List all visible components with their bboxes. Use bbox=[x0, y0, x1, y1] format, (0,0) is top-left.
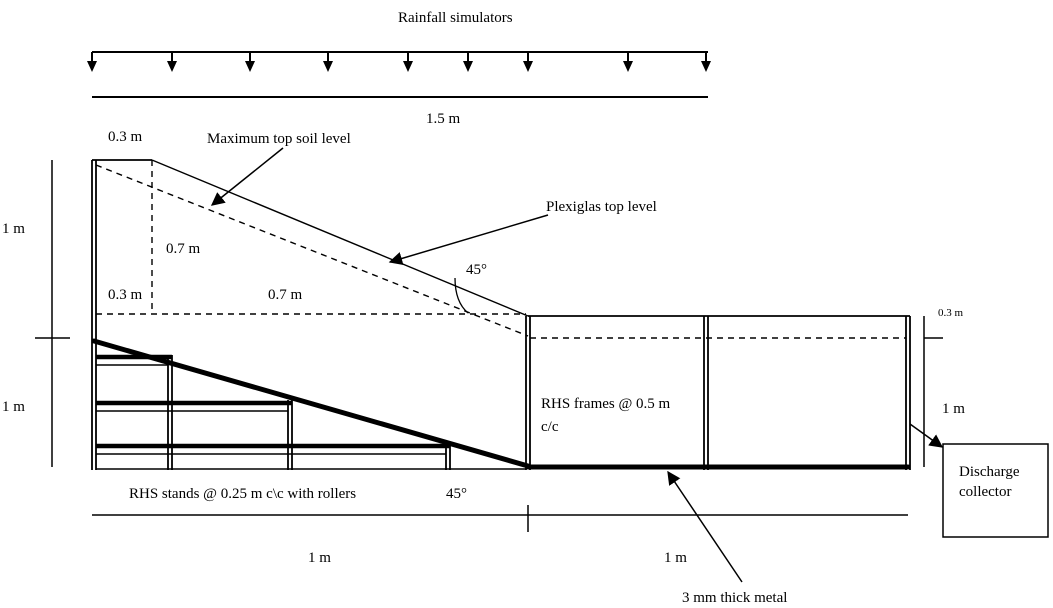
angle-arc bbox=[454, 277, 469, 314]
discharge-collector-box bbox=[942, 443, 1049, 538]
discharge-arrow bbox=[909, 423, 944, 448]
metal-label: 3 mm thick metal bbox=[682, 590, 787, 606]
angle-45-lower-label: 45° bbox=[446, 486, 467, 502]
plexiglas-top-label: Plexiglas top level bbox=[546, 199, 657, 215]
depth-0-7m-label: 0.7 m bbox=[166, 241, 201, 257]
span-1-5m-label: 1.5 m bbox=[426, 111, 461, 127]
discharge-label-2: collector bbox=[959, 484, 1011, 500]
rainfall-nozzle-arrow bbox=[701, 52, 711, 72]
rainfall-nozzle-arrow bbox=[463, 52, 473, 72]
bottom-right-1m-label: 1 m bbox=[664, 550, 687, 566]
rhs-stands-label: RHS stands @ 0.25 m c\c with rollers bbox=[129, 486, 356, 502]
left-upper-1m-label: 1 m bbox=[2, 221, 25, 237]
rhs-stands bbox=[96, 354, 526, 470]
rhs-frames-label-1: RHS frames @ 0.5 m bbox=[541, 396, 671, 412]
soil-level-dashed-lines bbox=[95, 160, 906, 339]
left-lower-1m-label: 1 m bbox=[2, 399, 25, 415]
inner-width-0-3m-label: 0.3 m bbox=[108, 287, 143, 303]
bottom-metal-sheet bbox=[91, 338, 911, 470]
bottom-left-1m-label: 1 m bbox=[308, 550, 331, 566]
rainfall-nozzle-arrow bbox=[403, 52, 413, 72]
max-top-soil-label: Maximum top soil level bbox=[207, 131, 351, 147]
rhs-frames-label-2: c/c bbox=[541, 419, 559, 435]
rainfall-simulator-nozzles bbox=[87, 52, 711, 72]
leader-arrows bbox=[210, 147, 944, 583]
rainfall-nozzle-arrow bbox=[523, 52, 533, 72]
rainfall-nozzle-arrow bbox=[167, 52, 177, 72]
rainfall-simulators-label: Rainfall simulators bbox=[398, 10, 513, 26]
max-top-soil-arrow bbox=[210, 147, 284, 206]
rainfall-nozzle-arrow bbox=[87, 52, 97, 72]
right-1m-label: 1 m bbox=[942, 401, 965, 417]
discharge-label-1: Discharge bbox=[959, 464, 1020, 480]
metal-arrow bbox=[667, 470, 743, 583]
top-width-0-3m-label: 0.3 m bbox=[108, 129, 143, 145]
flume-outline bbox=[91, 159, 911, 470]
rainfall-nozzle-arrow bbox=[623, 52, 633, 72]
rainfall-nozzle-arrow bbox=[245, 52, 255, 72]
inner-width-0-7m-label: 0.7 m bbox=[268, 287, 303, 303]
angle-45-upper-label: 45° bbox=[466, 262, 487, 278]
right-0-3m-label: 0.3 m bbox=[938, 307, 964, 319]
rainfall-nozzle-arrow bbox=[323, 52, 333, 72]
plexiglas-arrow bbox=[388, 214, 549, 266]
